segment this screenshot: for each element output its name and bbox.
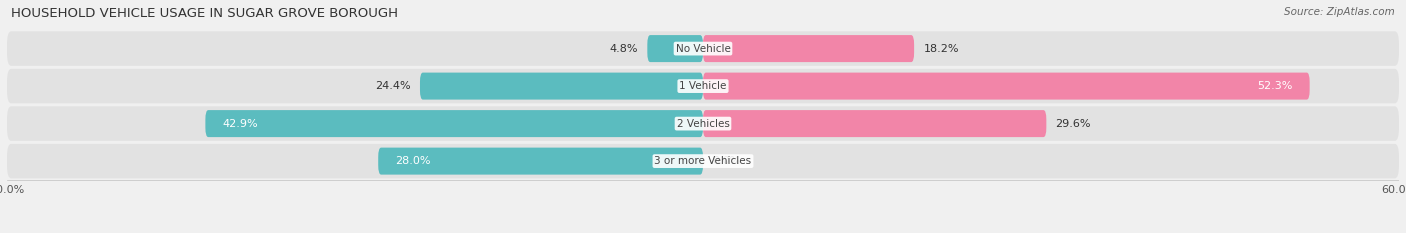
FancyBboxPatch shape — [7, 144, 1399, 178]
FancyBboxPatch shape — [7, 106, 1399, 141]
Text: 18.2%: 18.2% — [924, 44, 959, 54]
Text: 42.9%: 42.9% — [222, 119, 259, 129]
Text: 52.3%: 52.3% — [1257, 81, 1292, 91]
Text: No Vehicle: No Vehicle — [675, 44, 731, 54]
Text: 28.0%: 28.0% — [395, 156, 432, 166]
Text: 2 Vehicles: 2 Vehicles — [676, 119, 730, 129]
FancyBboxPatch shape — [703, 110, 1046, 137]
Text: 0.0%: 0.0% — [713, 156, 741, 166]
FancyBboxPatch shape — [7, 31, 1399, 66]
FancyBboxPatch shape — [7, 69, 1399, 103]
FancyBboxPatch shape — [703, 73, 1309, 99]
Text: 4.8%: 4.8% — [610, 44, 638, 54]
FancyBboxPatch shape — [647, 35, 703, 62]
FancyBboxPatch shape — [378, 148, 703, 175]
Text: HOUSEHOLD VEHICLE USAGE IN SUGAR GROVE BOROUGH: HOUSEHOLD VEHICLE USAGE IN SUGAR GROVE B… — [11, 7, 398, 20]
Text: 1 Vehicle: 1 Vehicle — [679, 81, 727, 91]
Text: Source: ZipAtlas.com: Source: ZipAtlas.com — [1284, 7, 1395, 17]
FancyBboxPatch shape — [205, 110, 703, 137]
FancyBboxPatch shape — [703, 35, 914, 62]
Text: 29.6%: 29.6% — [1056, 119, 1091, 129]
FancyBboxPatch shape — [420, 73, 703, 99]
Text: 24.4%: 24.4% — [375, 81, 411, 91]
Text: 3 or more Vehicles: 3 or more Vehicles — [654, 156, 752, 166]
